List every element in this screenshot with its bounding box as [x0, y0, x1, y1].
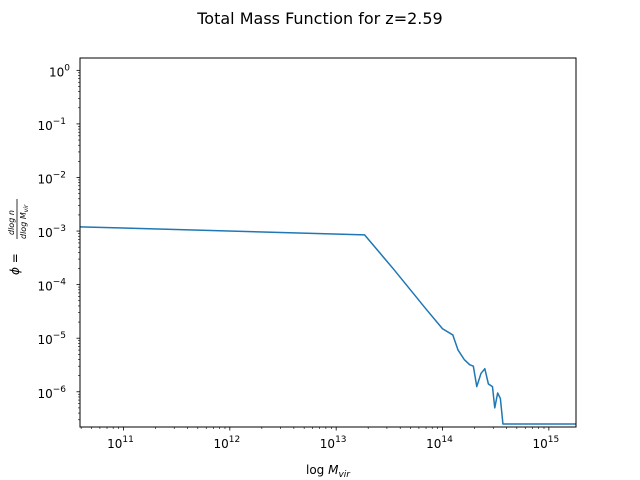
y-axis-label-phi: ϕ =	[8, 253, 22, 275]
plot-frame	[79, 57, 577, 428]
series-line-0	[80, 226, 576, 425]
chart-title: Total Mass Function for z=2.59	[196, 9, 442, 28]
plot-line-layer	[80, 226, 576, 425]
ticks-layer	[76, 69, 550, 431]
y-axis-label-numerator: dlog n	[7, 210, 16, 235]
y-axis-label: ϕ = dlog n dlog Mvir	[7, 199, 30, 275]
y-axis-label-denominator: dlog Mvir	[19, 204, 30, 239]
